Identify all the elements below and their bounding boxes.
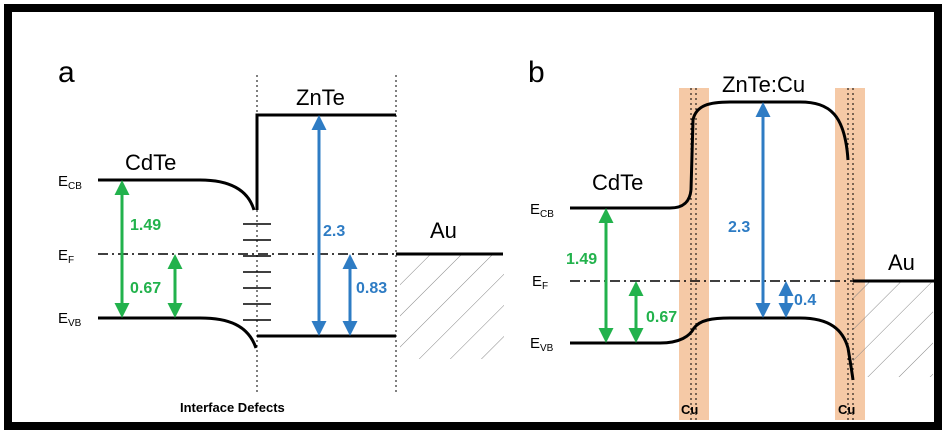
panel-a-znte-vb-value: 0.83 bbox=[356, 280, 387, 297]
panel-b-cdte-cb bbox=[570, 189, 693, 210]
panel-a-metal-hatch bbox=[400, 254, 504, 359]
panel-b: b ECB EF EVB CdTe ZnTe:Cu Au 1 bbox=[528, 56, 935, 420]
panel-b-vb bbox=[570, 316, 855, 381]
panel-a-interface-defects bbox=[243, 223, 271, 321]
panel-a-label: a bbox=[58, 56, 75, 89]
panel-a-znte-gap-value: 2.3 bbox=[323, 223, 345, 240]
panel-b-evb-label: EVB bbox=[530, 335, 554, 354]
panel-a-au-label: Au bbox=[430, 218, 457, 243]
panel-a-cdte-cb bbox=[98, 178, 256, 211]
panel-b-znte-label: ZnTe:Cu bbox=[722, 72, 805, 97]
panel-b-znte-vb-value: 0.4 bbox=[794, 292, 816, 309]
panel-a-cdte-vb-value: 0.67 bbox=[130, 280, 161, 297]
panel-a-gap-value: 1.49 bbox=[130, 217, 161, 234]
panel-b-cdte-vb-value: 0.67 bbox=[646, 309, 677, 326]
panel-a-ecb-label: ECB bbox=[58, 173, 82, 192]
panel-b-cu-label-left: Cu bbox=[681, 402, 698, 417]
panel-a-evb-label: EVB bbox=[58, 310, 82, 329]
panel-b-znte-gap-value: 2.3 bbox=[728, 219, 750, 236]
panel-a-ef-label: EF bbox=[58, 247, 74, 266]
panel-a-cdte-label: CdTe bbox=[125, 150, 176, 175]
panel-b-cu-strip-left bbox=[679, 88, 709, 420]
panel-b-au-label: Au bbox=[888, 250, 915, 275]
panel-b-metal-hatch bbox=[853, 282, 933, 377]
panel-b-ecb-label: ECB bbox=[530, 201, 554, 220]
panel-b-znte-cb bbox=[689, 100, 850, 191]
panel-b-cu-label-right: Cu bbox=[838, 402, 855, 417]
panel-a-znte-cb bbox=[255, 113, 396, 210]
figure-frame bbox=[4, 4, 942, 430]
panel-a-interface-label: Interface Defects bbox=[180, 400, 285, 415]
panel-a-cdte-vb bbox=[98, 316, 258, 349]
panel-a: a ECB EF EVB CdTe bbox=[58, 56, 504, 415]
panel-a-znte-label: ZnTe bbox=[296, 85, 345, 110]
panel-b-cdte-label: CdTe bbox=[592, 170, 643, 195]
panel-b-label: b bbox=[528, 56, 545, 89]
panel-b-gap-value: 1.49 bbox=[566, 251, 597, 268]
panel-b-ef-label: EF bbox=[532, 273, 548, 292]
